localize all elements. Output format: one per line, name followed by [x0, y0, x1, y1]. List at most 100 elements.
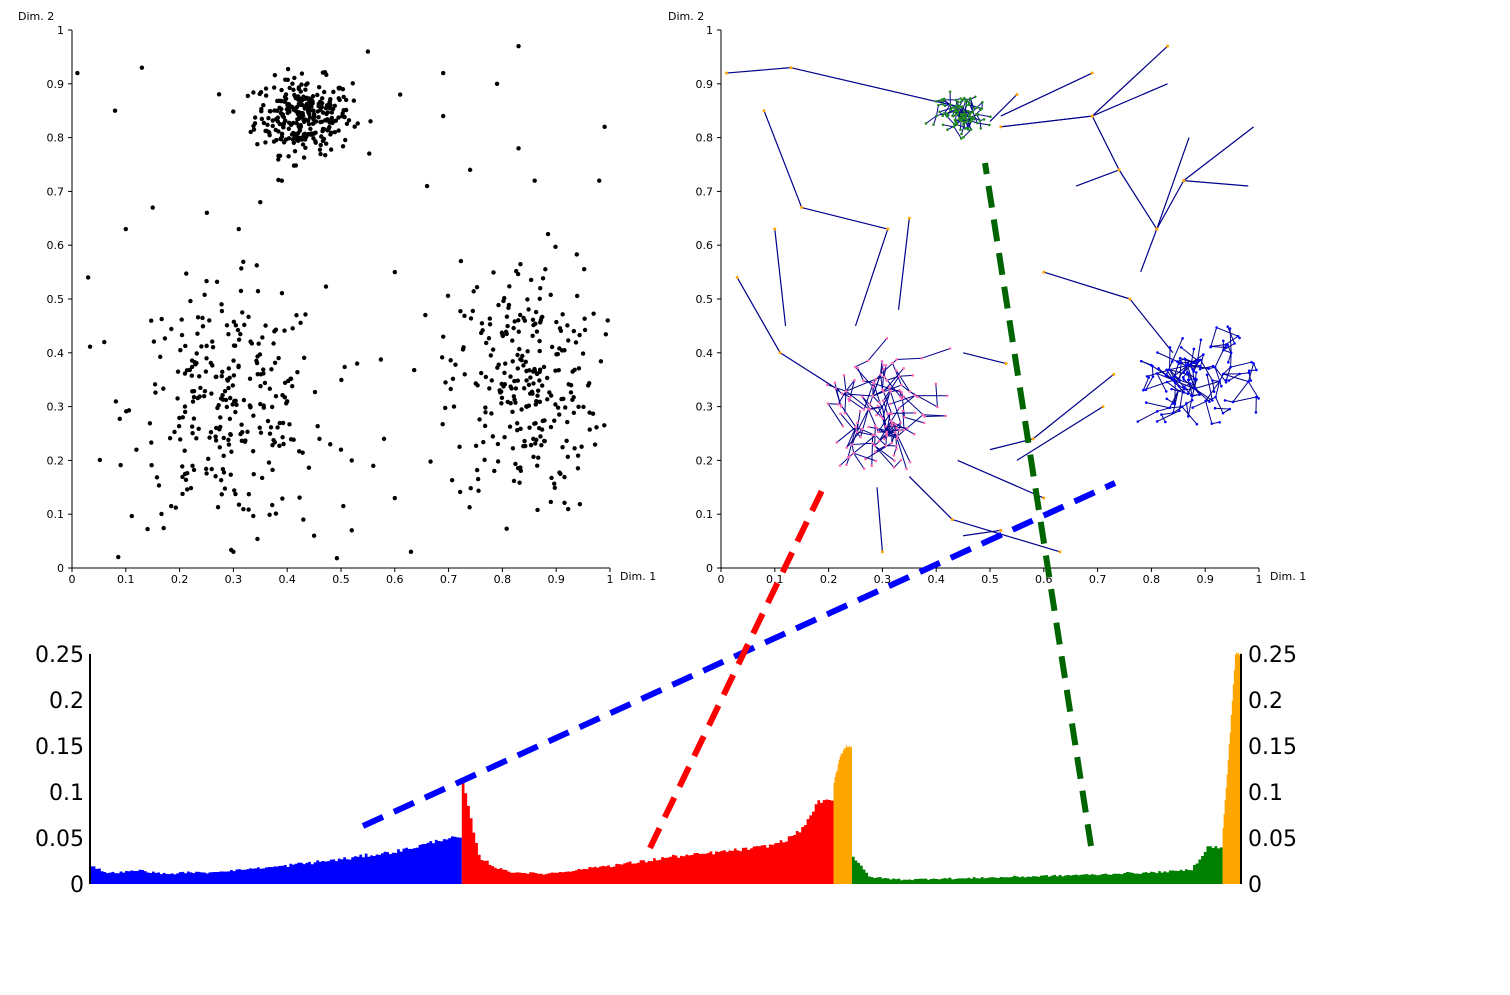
- scatter-point: [254, 360, 260, 366]
- scatter-point: [183, 343, 188, 349]
- scatter-point: [570, 369, 575, 374]
- scatter-point: [179, 317, 184, 322]
- scatter-point: [276, 98, 282, 104]
- scatter-point: [479, 370, 484, 376]
- scatter-point: [273, 127, 278, 133]
- tree-leaf-node: [999, 528, 1003, 532]
- tree-edge: [1230, 352, 1232, 368]
- tree-node: [971, 111, 974, 114]
- scatter-point: [185, 471, 190, 476]
- scatter-point: [605, 318, 610, 323]
- tree-node: [1257, 397, 1260, 400]
- scatter-point: [448, 358, 453, 363]
- tree-edge: [845, 378, 876, 392]
- scatter-point: [258, 89, 264, 95]
- tree-node: [1165, 397, 1169, 401]
- tree-leaf-node: [1042, 270, 1046, 274]
- scatter-point: [344, 121, 350, 127]
- scatter-point: [548, 292, 553, 298]
- scatter-point: [528, 442, 534, 448]
- scatter-point: [192, 359, 197, 365]
- scatter-point: [591, 311, 596, 316]
- tree-node: [1210, 422, 1214, 425]
- scatter-point: [259, 106, 264, 112]
- tree-node: [965, 103, 968, 107]
- scatter-point: [277, 105, 282, 111]
- scatter-point: [327, 100, 332, 106]
- scatter-point: [206, 456, 211, 461]
- tree-node: [966, 109, 970, 113]
- scatter-outlier-point: [532, 178, 537, 183]
- scatter-point: [248, 405, 253, 410]
- scatter-point: [301, 132, 307, 137]
- scatter-point: [515, 428, 520, 433]
- scatter-x-tick-label: 0.3: [225, 573, 243, 586]
- scatter-point: [306, 465, 312, 470]
- scatter-point: [540, 418, 545, 424]
- tree-long-edge: [1016, 406, 1104, 461]
- scatter-point: [190, 431, 195, 436]
- tree-edge: [865, 442, 893, 460]
- scatter-point: [535, 507, 540, 513]
- tree-edge: [882, 390, 891, 419]
- tree-node: [972, 106, 976, 110]
- scatter-outlier-point: [424, 183, 430, 189]
- tree-node: [961, 98, 965, 101]
- tree-node: [1186, 392, 1190, 396]
- scatter-outlier-point: [392, 495, 397, 501]
- tree-node: [900, 391, 904, 394]
- tree-x-tick-label: 0.3: [874, 573, 892, 586]
- tree-node: [979, 127, 983, 130]
- tree-edge: [1247, 381, 1260, 399]
- tree-x-tick-label: 0.7: [1089, 573, 1107, 586]
- tree-node: [862, 379, 865, 383]
- scatter-outlier-point: [349, 528, 354, 533]
- scatter-y-tick-label: 0.8: [47, 132, 65, 145]
- tree-edge: [854, 360, 869, 368]
- scatter-point: [321, 89, 327, 95]
- tree-edge: [1199, 365, 1214, 370]
- scatter-point: [428, 459, 433, 464]
- scatter-x-tick-label: 0.4: [278, 573, 296, 586]
- tree-node: [874, 459, 878, 463]
- scatter-point: [521, 315, 526, 321]
- scatter-point: [220, 393, 225, 398]
- tree-y-tick-label: 0: [706, 562, 713, 575]
- tree-node: [1236, 334, 1240, 338]
- scatter-point: [195, 395, 200, 401]
- tree-node: [902, 428, 906, 432]
- scatter-point: [530, 333, 535, 338]
- scatter-y-tick-label: 0.1: [47, 508, 65, 521]
- scatter-point: [287, 422, 292, 427]
- tree-node: [862, 408, 866, 411]
- scatter-point: [218, 415, 223, 420]
- tree-node: [1199, 338, 1203, 342]
- scatter-point: [549, 344, 555, 350]
- scatter-point: [513, 386, 519, 391]
- scatter-x-tick-label: 1: [607, 573, 614, 586]
- tree-long-edge: [1129, 298, 1174, 354]
- scatter-point: [579, 444, 584, 449]
- tree-node: [1170, 376, 1173, 380]
- scatter-point: [313, 139, 318, 144]
- scatter-point: [581, 266, 587, 272]
- tree-y-tick-label: 0.9: [696, 78, 714, 91]
- scatter-point: [495, 459, 501, 464]
- scatter-point: [222, 486, 228, 491]
- scatter-outlier-point: [279, 178, 285, 183]
- scatter-point: [219, 308, 225, 314]
- scatter-point: [204, 343, 209, 349]
- tree-node: [973, 95, 977, 99]
- scatter-point: [276, 355, 281, 361]
- tree-node: [1252, 362, 1255, 365]
- tree-edge: [1137, 410, 1158, 422]
- scatter-point: [239, 266, 244, 271]
- scatter-point: [290, 81, 295, 86]
- tree-node: [839, 404, 843, 407]
- scatter-point: [241, 397, 247, 403]
- tree-y-tick-label: 1: [706, 24, 713, 37]
- tree-node: [894, 431, 897, 434]
- tree-y-tick-label: 0.4: [696, 347, 714, 360]
- tree-node: [955, 123, 958, 127]
- scatter-point: [511, 478, 517, 484]
